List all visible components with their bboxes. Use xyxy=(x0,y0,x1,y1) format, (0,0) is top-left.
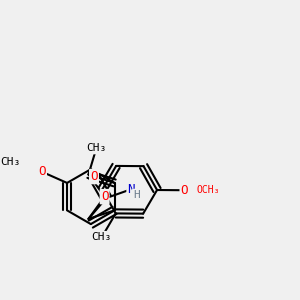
Text: CH₃: CH₃ xyxy=(92,232,112,242)
Text: CH₃: CH₃ xyxy=(86,143,106,153)
Text: H: H xyxy=(133,190,140,200)
Text: O: O xyxy=(90,170,98,183)
Text: N: N xyxy=(128,183,135,196)
Text: O: O xyxy=(181,184,188,197)
Text: OCH₃: OCH₃ xyxy=(196,185,220,195)
Text: O: O xyxy=(101,190,108,203)
Text: CH₃: CH₃ xyxy=(1,157,21,167)
Text: O: O xyxy=(38,165,46,178)
